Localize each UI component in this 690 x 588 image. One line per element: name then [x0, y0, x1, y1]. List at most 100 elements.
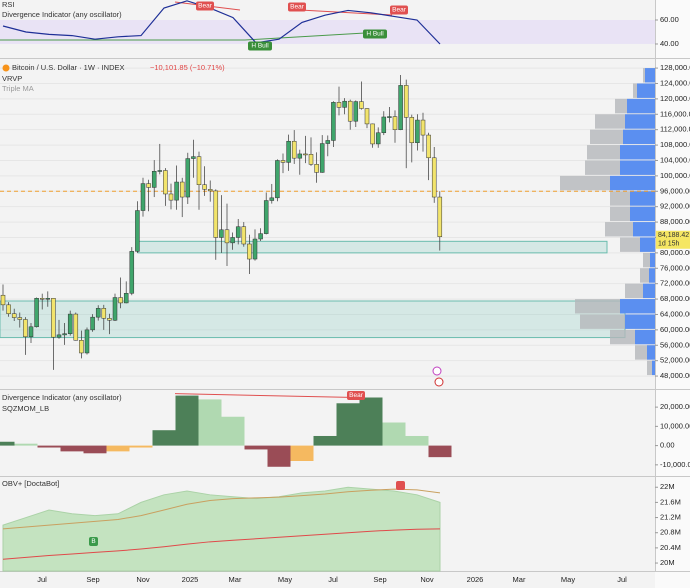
candle-body	[151, 171, 157, 188]
candle-body	[129, 251, 135, 294]
obv-label: OBV+ [DoctaBot]	[2, 479, 59, 488]
momentum-label: SQZMOM_LB	[2, 404, 49, 413]
candle-body	[252, 238, 258, 260]
y-tick-label: 116,000.00	[660, 109, 690, 118]
momentum-bar	[106, 445, 130, 452]
candle-body	[342, 100, 347, 108]
candle-body	[196, 156, 202, 185]
candle-body	[235, 226, 241, 238]
price-tag-label: 84,188.42	[658, 232, 689, 239]
volume-profile-up	[649, 268, 655, 283]
volume-profile-up	[620, 160, 655, 175]
candle-body	[347, 100, 353, 122]
candle-body	[191, 156, 196, 159]
candle-body	[275, 160, 280, 199]
candle-body	[146, 183, 151, 188]
candle-body	[118, 297, 123, 304]
candle-body	[0, 294, 6, 306]
y-tick-label: 104,000.00	[660, 155, 690, 164]
candle-body	[168, 193, 174, 201]
y-tick-label: 52,000.00	[660, 356, 690, 365]
x-tick-label: Sep	[373, 575, 386, 584]
candle-body	[62, 333, 67, 336]
y-tick-label: 96,000.00	[660, 186, 690, 195]
signal-label: Bear	[198, 3, 213, 10]
candle-body	[437, 196, 443, 237]
signal-label: Bear	[290, 4, 305, 11]
candle-body	[112, 297, 118, 321]
overlay2: Triple MA	[2, 84, 34, 93]
y-tick-label: 124,000.00	[660, 78, 690, 87]
y-tick-label: 20.8M	[660, 528, 681, 537]
candle-body	[303, 153, 308, 156]
momentum-bar	[313, 435, 337, 446]
bull-divergence	[244, 32, 366, 41]
candle-body	[403, 85, 409, 118]
flag-icon	[434, 377, 444, 387]
y-tick-label: 56,000.00	[660, 340, 690, 349]
x-tick-label: Nov	[136, 575, 150, 584]
candle-body	[370, 123, 375, 145]
y-tick-label: 60,000.00	[660, 325, 690, 334]
volume-profile-up	[640, 237, 655, 252]
signal-badge	[288, 2, 306, 12]
y-tick-label: 21.2M	[660, 513, 681, 522]
price-tag	[656, 230, 690, 249]
y-tick-label: 112,000.00	[660, 125, 690, 134]
volume-profile-up	[637, 83, 655, 98]
rsi-line	[2, 0, 441, 45]
symbol: Bitcoin / U.S. Dollar · 1W · INDEX	[12, 63, 125, 72]
momentum-bar	[290, 445, 314, 461]
signal-label: Bear	[349, 392, 364, 399]
momentum-bar	[83, 445, 107, 454]
candle-body	[314, 164, 319, 173]
x-tick-label: 2025	[182, 575, 199, 584]
candle-body	[45, 298, 51, 300]
y-tick-label: 88,000.00	[660, 217, 690, 226]
candle-body	[319, 143, 325, 173]
signal-label: H Bull	[251, 43, 269, 50]
volume-profile-up	[627, 98, 655, 114]
candle-body	[359, 101, 364, 109]
candle-body	[269, 197, 275, 201]
candle-body	[224, 229, 230, 244]
candle-body	[202, 184, 207, 190]
candle-body	[280, 160, 286, 163]
y-tick-label: -10,000.00	[660, 460, 690, 469]
rsi-label: RSI	[2, 0, 15, 9]
candle-body	[426, 134, 431, 159]
y-tick-label: 20M	[660, 558, 675, 567]
x-tick-label: Mar	[229, 575, 242, 584]
volume-profile-up	[625, 114, 655, 129]
candle-body	[185, 158, 191, 198]
candle-body	[263, 200, 269, 234]
y-tick-label: 108,000.00	[660, 140, 690, 149]
signal-badge	[196, 1, 214, 11]
momentum-bar	[221, 416, 245, 446]
y-tick-label: 68,000.00	[660, 294, 690, 303]
candle-body	[107, 318, 112, 321]
signal-badge	[390, 5, 408, 15]
candle-body	[213, 190, 219, 238]
candle-body	[291, 140, 297, 159]
signal-badge	[248, 41, 272, 51]
momentum-bar	[152, 430, 176, 446]
y-tick-label: 100,000.00	[660, 171, 690, 180]
momentum-bar	[60, 445, 84, 452]
y-tick-label: 76,000.00	[660, 263, 690, 272]
candle-body	[34, 298, 39, 328]
y-tick-label: 120,000.00	[660, 94, 690, 103]
candle-body	[247, 243, 252, 260]
momentum-bar	[336, 403, 360, 446]
momentum-bar	[175, 395, 199, 446]
candle-body	[95, 308, 101, 318]
momentum-bar	[359, 397, 383, 446]
candle-body	[6, 304, 11, 314]
candle-body	[23, 319, 28, 338]
candle-body	[90, 316, 95, 331]
rsi-indicator: Divergence Indicator (any oscillator)	[2, 10, 122, 19]
y-tick-label: 60.00	[660, 15, 679, 24]
candle-body	[207, 189, 213, 192]
